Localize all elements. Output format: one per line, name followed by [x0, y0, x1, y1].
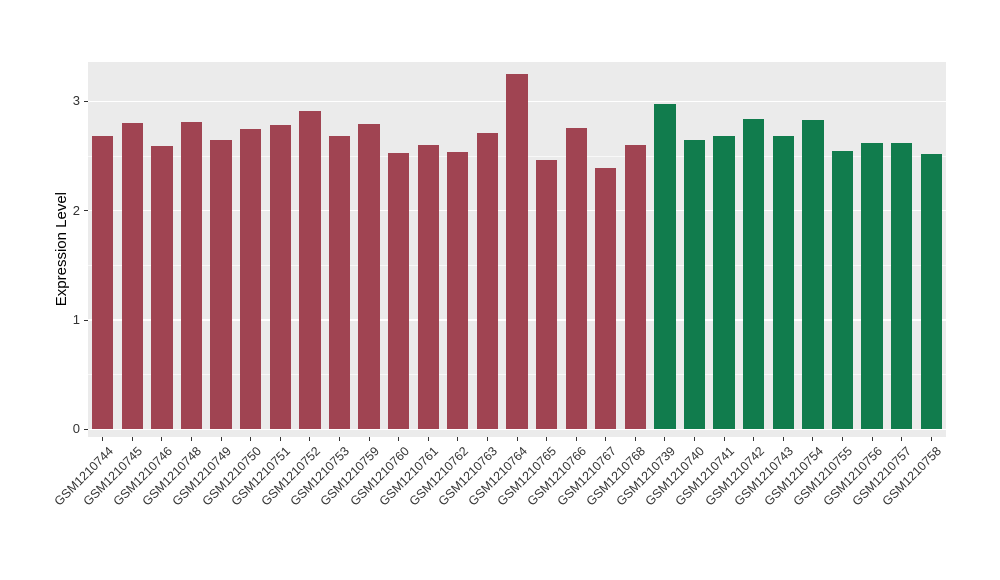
y-tick-label: 2: [72, 202, 80, 218]
bar: [920, 153, 942, 430]
x-tick-mark: [901, 437, 903, 441]
y-tick-mark: [84, 100, 88, 102]
x-tick-mark: [220, 437, 222, 441]
x-tick-mark: [279, 437, 281, 441]
x-tick-mark: [486, 437, 488, 441]
y-tick-mark: [84, 210, 88, 212]
x-tick-mark: [930, 437, 932, 441]
bar: [743, 118, 765, 430]
x-tick-mark: [161, 437, 163, 441]
x-tick-mark: [338, 437, 340, 441]
y-tick-label: 0: [72, 421, 80, 437]
x-tick-mark: [871, 437, 873, 441]
bar: [240, 128, 262, 430]
bar: [535, 160, 558, 430]
bar: [476, 133, 499, 430]
x-tick-mark: [694, 437, 696, 441]
y-tick-mark: [84, 319, 88, 321]
bar: [92, 136, 114, 430]
bar: [447, 151, 469, 430]
x-tick-mark: [250, 437, 252, 441]
x-tick-mark: [102, 437, 104, 441]
y-tick-mark: [84, 428, 88, 430]
x-tick-mark: [575, 437, 577, 441]
x-tick-mark: [782, 437, 784, 441]
bar: [772, 136, 794, 430]
x-tick-mark: [664, 437, 666, 441]
bar: [624, 145, 646, 430]
y-axis-title: Expression Level: [50, 62, 72, 437]
x-tick-mark: [427, 437, 429, 441]
x-tick-mark: [131, 437, 133, 441]
bar: [388, 152, 410, 430]
x-tick-mark: [516, 437, 518, 441]
bar: [151, 146, 173, 430]
x-tick-mark: [753, 437, 755, 441]
x-tick-mark: [634, 437, 636, 441]
bar: [358, 124, 380, 430]
bar: [506, 74, 528, 430]
bar: [713, 136, 735, 430]
bar: [890, 142, 913, 430]
bar: [595, 168, 617, 430]
bar: [654, 103, 676, 430]
x-tick-mark: [368, 437, 370, 441]
bar: [565, 127, 587, 430]
bar: [269, 125, 291, 430]
bar: [180, 122, 203, 430]
plot-panel: [88, 62, 946, 437]
bar: [299, 111, 321, 430]
bar: [210, 139, 232, 430]
x-tick-mark: [812, 437, 814, 441]
bar: [683, 139, 706, 430]
y-tick-label: 3: [72, 93, 80, 109]
bar: [802, 119, 824, 430]
x-tick-mark: [546, 437, 548, 441]
bar: [328, 136, 351, 430]
x-tick-mark: [398, 437, 400, 441]
x-tick-mark: [605, 437, 607, 441]
x-tick-mark: [309, 437, 311, 441]
bar: [861, 142, 883, 430]
x-tick-mark: [723, 437, 725, 441]
bar: [417, 145, 439, 430]
x-tick-mark: [841, 437, 843, 441]
bar: [121, 123, 144, 430]
x-tick-mark: [457, 437, 459, 441]
major-gridline: [88, 428, 946, 431]
x-tick-mark: [191, 437, 193, 441]
y-tick-label: 1: [72, 312, 80, 328]
bar: [831, 150, 854, 430]
